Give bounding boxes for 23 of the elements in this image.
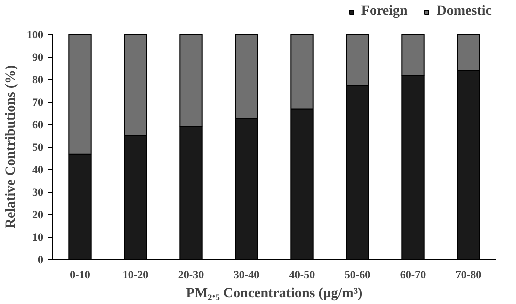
x-tick-label: 0-10: [70, 270, 91, 282]
y-tick-label: 80: [32, 74, 44, 86]
y-tick-label: 20: [32, 210, 44, 222]
x-tick-label: 30-40: [234, 270, 260, 282]
y-tick-label: 40: [32, 164, 44, 176]
y-tick-label: 30: [32, 187, 44, 199]
y-tick-label: 90: [32, 52, 44, 64]
y-tick-label: 50: [32, 142, 44, 154]
x-tick-label: 20-30: [178, 270, 205, 282]
legend-label: Domestic: [436, 4, 492, 20]
y-tick-label: 0: [38, 254, 44, 266]
x-tick-label: 70-80: [456, 270, 482, 282]
legend-label: Foreign: [361, 4, 408, 20]
y-tick-label: 70: [32, 97, 44, 109]
x-tick-label: 10-20: [122, 270, 150, 282]
x-tick-label: 50-60: [344, 270, 372, 282]
y-axis-title: Relative Contributions (%): [4, 65, 19, 229]
y-tick-label: 100: [27, 30, 44, 42]
x-tick-label: 40-50: [289, 270, 316, 282]
y-tick-label: 10: [32, 232, 44, 244]
x-axis-title: PM₂.₅ Concentrations (μg/m³): [186, 286, 364, 302]
y-tick-label: 60: [32, 120, 44, 132]
x-tick-label: 60-70: [400, 270, 427, 282]
